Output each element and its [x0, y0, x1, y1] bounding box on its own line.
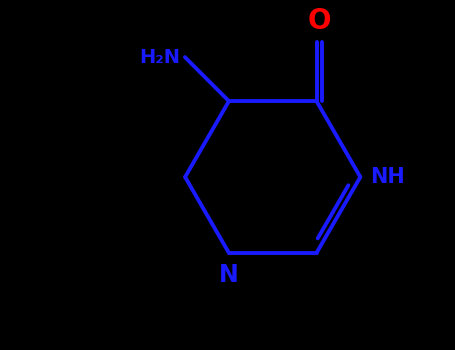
- Text: O: O: [307, 7, 331, 35]
- Text: N: N: [219, 263, 239, 287]
- Text: H₂N: H₂N: [139, 48, 181, 66]
- Text: NH: NH: [370, 167, 405, 187]
